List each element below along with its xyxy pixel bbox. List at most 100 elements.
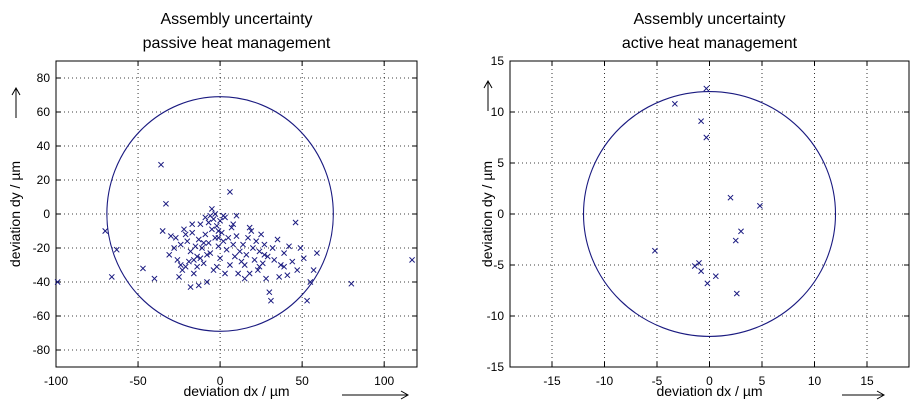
data-point-stroke xyxy=(207,250,214,257)
x-axis-arrowhead xyxy=(876,390,886,400)
data-point xyxy=(182,231,189,238)
data-point-stroke xyxy=(236,248,243,255)
data-point xyxy=(187,248,194,255)
data-point-stroke xyxy=(202,231,209,238)
data-point xyxy=(217,255,224,262)
data-point xyxy=(230,221,237,228)
data-point-stroke xyxy=(245,234,251,241)
data-point xyxy=(225,234,232,241)
data-point xyxy=(54,279,61,285)
data-point-stroke xyxy=(738,228,744,235)
y-axis-label: deviation dy / µm xyxy=(479,161,495,267)
data-point xyxy=(297,245,304,251)
data-point-stroke xyxy=(230,221,237,228)
data-point xyxy=(241,262,248,268)
data-point-stroke xyxy=(264,253,271,260)
data-point-stroke xyxy=(313,250,320,257)
data-point-stroke xyxy=(171,245,178,251)
data-point-stroke xyxy=(292,219,299,226)
data-point-stroke xyxy=(205,219,212,226)
data-point xyxy=(698,118,705,125)
data-point xyxy=(162,200,169,207)
data-point xyxy=(166,251,173,258)
data-point-stroke xyxy=(195,236,202,243)
data-point-stroke xyxy=(215,228,222,234)
data-point xyxy=(113,246,120,253)
data-point xyxy=(230,241,237,248)
data-point-stroke xyxy=(207,212,214,219)
data-point-stroke xyxy=(190,256,197,263)
data-point-stroke xyxy=(202,214,209,221)
y-tick-label: -60 xyxy=(33,309,51,323)
data-point xyxy=(222,270,228,277)
data-point xyxy=(253,238,260,245)
data-point-stroke xyxy=(189,229,196,236)
data-point xyxy=(190,270,197,277)
data-point xyxy=(733,290,740,297)
data-point xyxy=(207,212,214,219)
data-point xyxy=(108,273,115,280)
data-point xyxy=(274,236,281,243)
x-tick-label: -100 xyxy=(44,374,68,388)
y-tick-label: -20 xyxy=(33,241,51,255)
data-point xyxy=(269,245,276,251)
data-point-stroke xyxy=(140,265,146,272)
data-point-stroke xyxy=(212,211,219,217)
data-point xyxy=(248,228,255,234)
data-point xyxy=(167,233,174,240)
data-point xyxy=(177,241,184,248)
data-point-stroke xyxy=(249,245,256,251)
data-point-stroke xyxy=(231,253,238,260)
x-tick-label: -10 xyxy=(596,374,614,388)
data-point xyxy=(284,272,291,279)
data-point xyxy=(304,297,311,304)
data-point xyxy=(217,217,224,224)
data-point xyxy=(256,248,263,255)
data-point-stroke xyxy=(241,275,248,282)
data-point-stroke xyxy=(187,248,194,255)
data-point xyxy=(199,245,205,251)
data-point xyxy=(190,256,197,263)
data-point-stroke xyxy=(194,263,201,270)
data-point-stroke xyxy=(225,234,232,241)
data-point-stroke xyxy=(240,241,247,248)
data-point xyxy=(277,262,284,268)
data-point xyxy=(732,237,739,244)
data-point xyxy=(171,245,178,251)
y-tick-label: -80 xyxy=(33,343,51,357)
data-point xyxy=(212,211,219,217)
data-point-stroke xyxy=(159,228,166,234)
data-point xyxy=(268,297,274,304)
data-point-stroke xyxy=(241,262,248,268)
x-tick-label: 0 xyxy=(217,374,224,388)
y-tick-label: 15 xyxy=(491,54,505,68)
data-point-stroke xyxy=(200,239,207,246)
data-point-stroke xyxy=(204,251,210,258)
data-point xyxy=(307,279,314,285)
data-point-stroke xyxy=(304,297,311,304)
data-point-stroke xyxy=(182,263,189,270)
y-tick-label: 40 xyxy=(37,139,51,153)
data-point xyxy=(195,282,202,289)
data-point xyxy=(651,247,658,254)
y-tick-label: 80 xyxy=(37,71,51,85)
data-point xyxy=(189,229,196,236)
data-point-stroke xyxy=(235,270,242,277)
y-tick-label: -5 xyxy=(493,258,504,272)
x-tick-label: -5 xyxy=(652,374,663,388)
data-point-stroke xyxy=(348,280,355,287)
data-point-stroke xyxy=(297,245,304,251)
data-point xyxy=(233,233,240,240)
data-point-stroke xyxy=(197,255,204,262)
data-point-stroke xyxy=(195,282,202,289)
data-point-stroke xyxy=(256,263,263,270)
data-point xyxy=(172,234,179,241)
data-point xyxy=(192,243,199,250)
data-point-stroke xyxy=(210,216,217,223)
data-point-stroke xyxy=(712,273,719,280)
data-point-stroke xyxy=(271,256,278,263)
data-point xyxy=(691,263,698,269)
data-point-stroke xyxy=(218,229,225,236)
data-point xyxy=(286,243,292,250)
data-point xyxy=(310,267,317,274)
